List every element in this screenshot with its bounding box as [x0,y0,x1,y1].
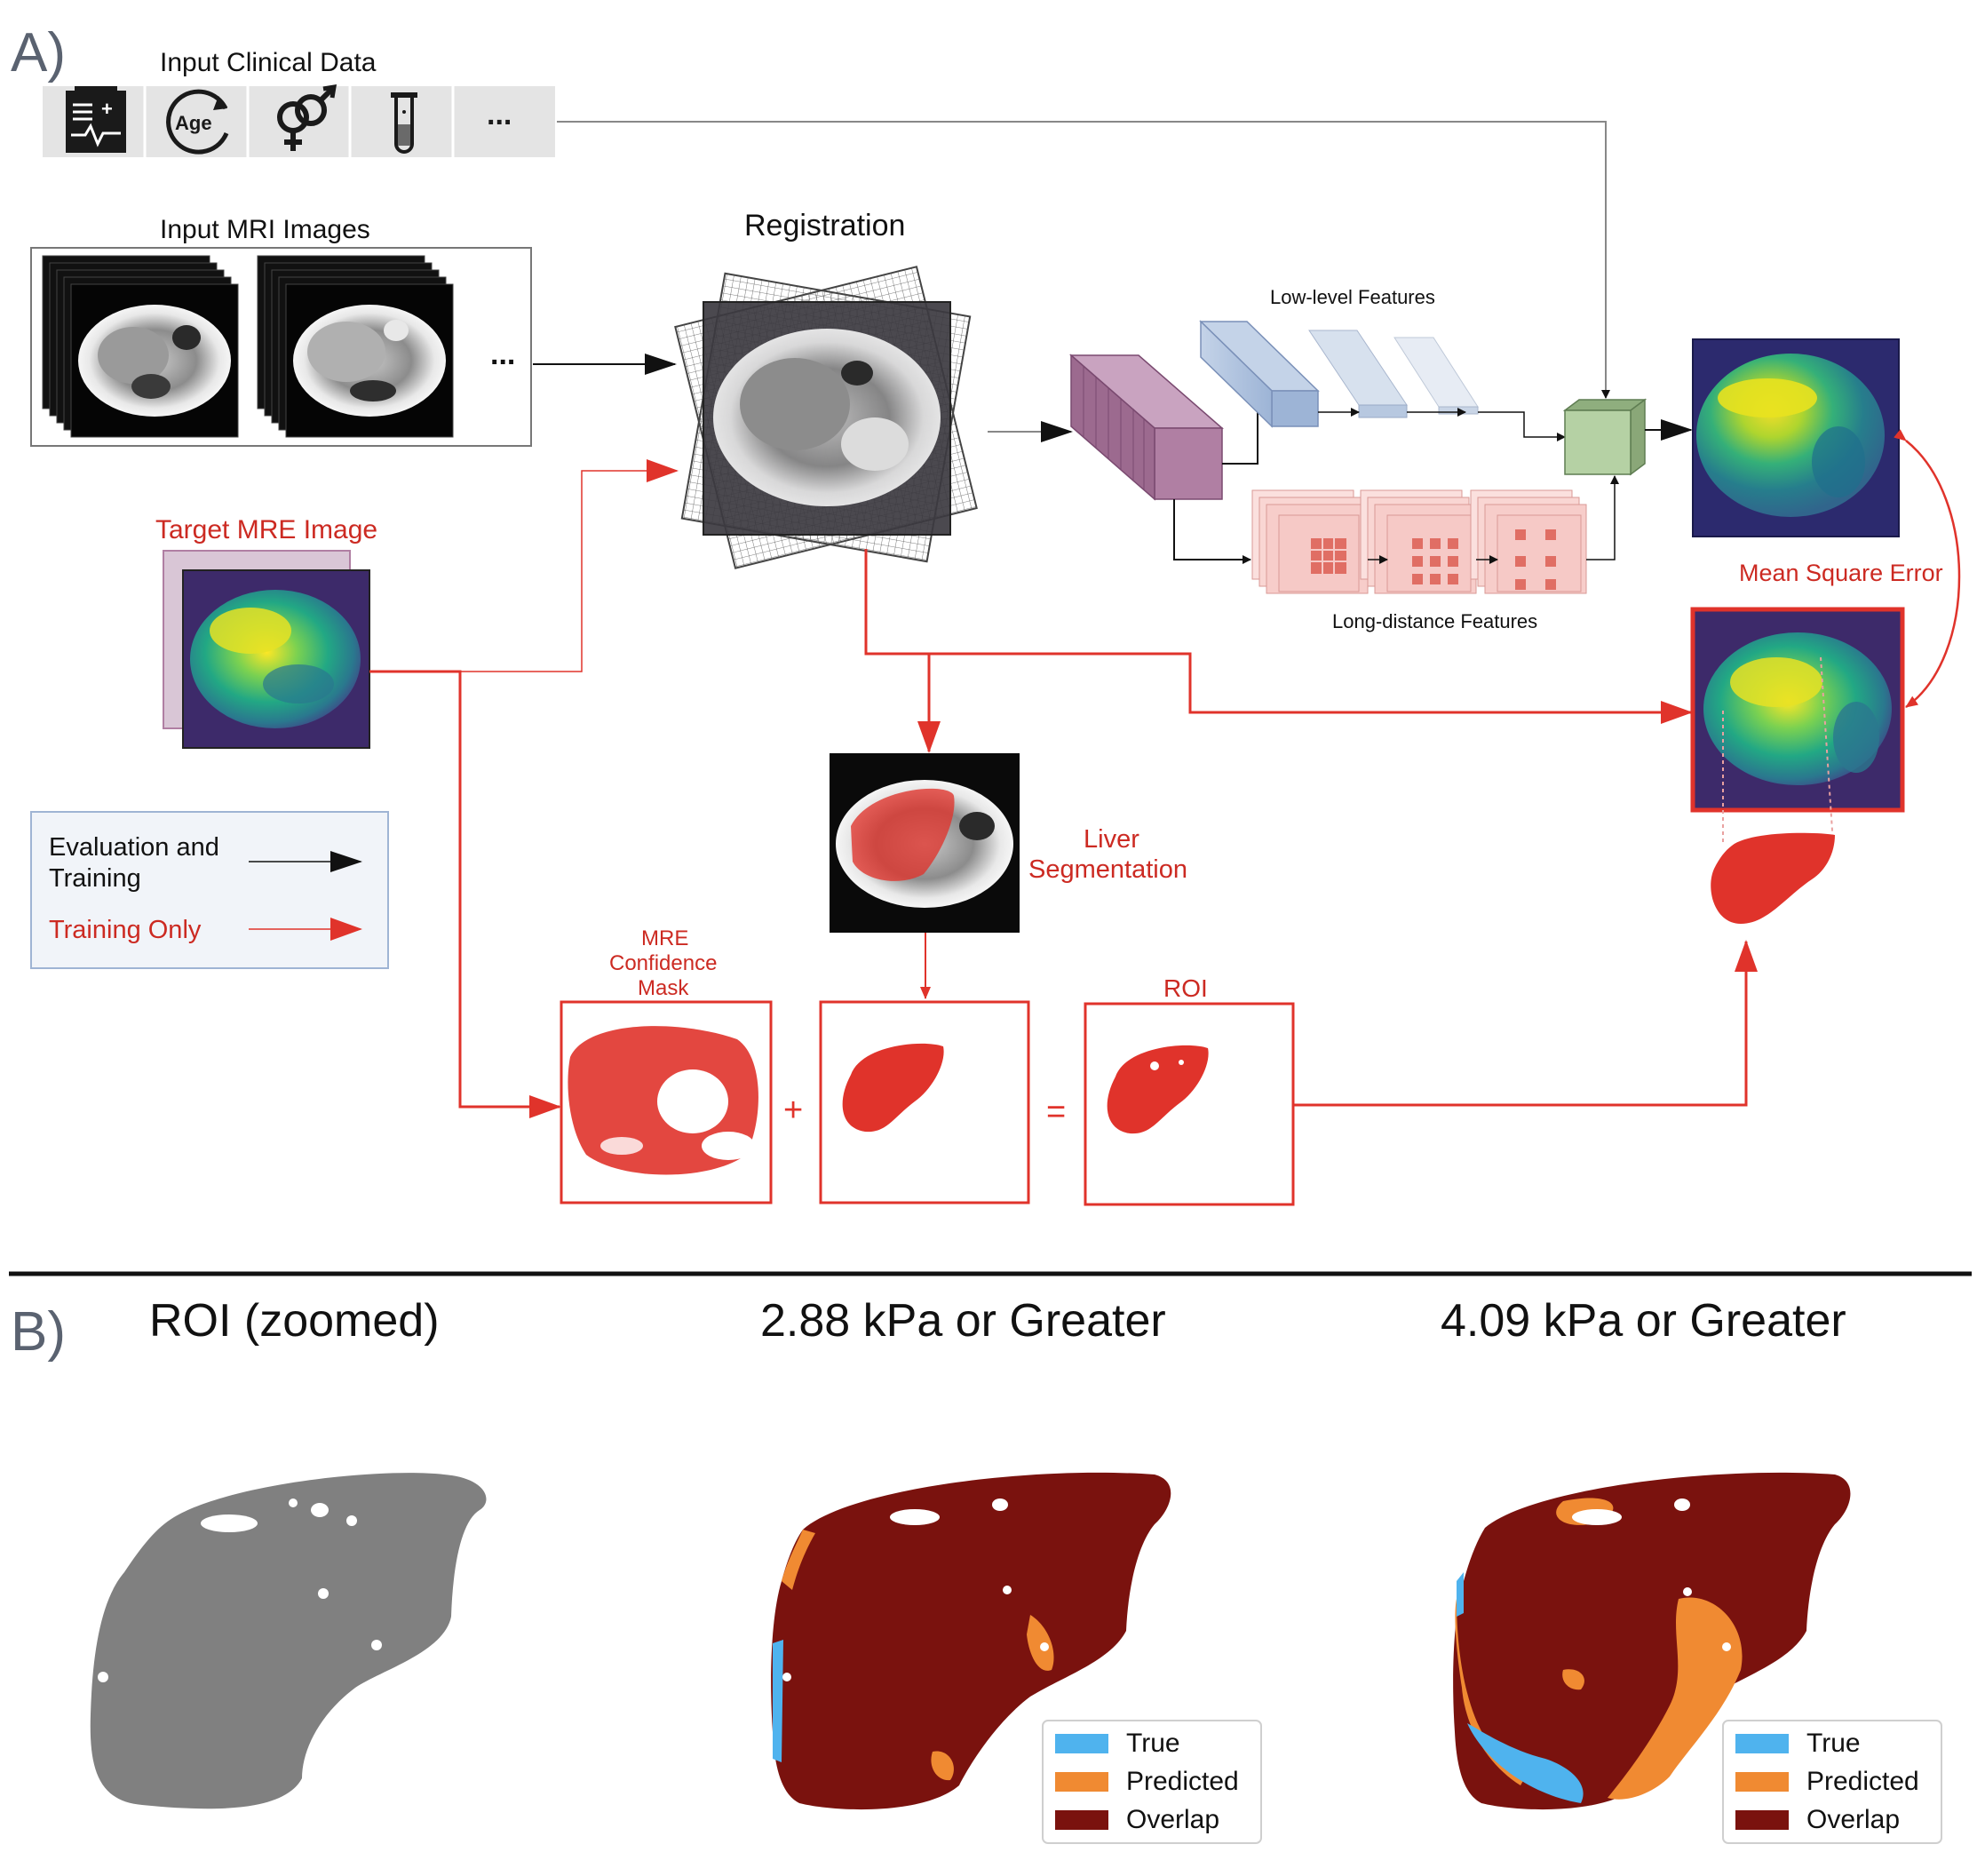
liver-mask-group [819,1000,1030,1204]
registration-group: Registration [674,209,978,569]
panel-b-title-3: 4.09 kPa or Greater [1441,1295,1846,1347]
target-mre-title: Target MRE Image [155,515,377,545]
long-block-3 [1470,489,1587,594]
medical-record-icon: + [66,86,126,153]
age-icon-text: Age [175,112,212,134]
map-4-09-kpa [1453,1472,1851,1810]
confidence-mask-label-2: Confidence [609,951,717,975]
clinical-data-group: Input Clinical Data + Age [43,48,555,157]
roi-zoomed-shape [90,1473,487,1809]
target-mre-group: Target MRE Image [155,515,377,749]
arrow-legend: Evaluation and Training Training Only [30,811,389,969]
legend-2-88-kpa: True Predicted Overlap [1042,1720,1262,1844]
plus-operator: + [783,1092,803,1129]
predicted-mre-image [1692,338,1900,537]
registration-to-groundtruth-line [866,652,1693,724]
long-block-1 [1251,489,1369,594]
long-distance-features-label: Long-distance Features [1332,610,1537,632]
low-level-features-group: Low-level Features [1199,286,1479,428]
registration-title: Registration [744,209,905,242]
mri-stack-1 [42,255,239,438]
encoder-to-low-arrow [1222,409,1273,465]
mri-more-ellipsis: ... [490,338,515,371]
map-2-88-kpa [771,1472,1171,1810]
target-to-confidence-line [369,670,561,1118]
roi-group: ROI [1084,974,1295,1206]
liver-segmentation-label-1: Liver [1084,825,1139,854]
long-distance-features-group: Long-distance Features [1251,489,1587,632]
long-block-2 [1360,489,1477,594]
encoder-to-long-arrow [1173,499,1251,564]
equals-operator: = [1046,1093,1066,1131]
roi-zoomed-map [90,1473,487,1809]
age-cycle-icon: Age [166,89,229,155]
mse-double-arrow [1894,429,1961,709]
encoder-block [1068,354,1225,501]
target-to-registration-line [369,459,679,672]
liver-segmentation-group: Liver Segmentation [830,753,1187,933]
low-level-features-label: Low-level Features [1270,286,1435,308]
legend-2-88-overlap: Overlap [1126,1805,1219,1834]
arrow-legend-box [30,811,389,969]
clinical-more-ellipsis: ... [487,98,512,131]
liver-mask-shape [842,1043,944,1133]
clinical-to-fusion-line [557,121,1610,399]
test-tube-icon [391,92,417,154]
mean-square-error-label: Mean Square Error [1739,560,1943,586]
fusion-cube [1562,398,1648,476]
legend-2-88-predicted: Predicted [1126,1767,1239,1796]
legend-4-09-overlap: Overlap [1806,1805,1900,1834]
roi-mask-shape [1107,1045,1209,1134]
roi-label: ROI [1163,974,1208,1002]
low-to-fusion-arrow [1478,411,1566,441]
confidence-mask-group: MRE Confidence Mask [560,926,773,1204]
legend-4-09-true: True [1806,1729,1861,1758]
mri-input-group: Input MRI Images ... [30,215,532,447]
legend-eval-line-1: Evaluation and [49,833,219,862]
masked-mre-image [1690,607,1905,924]
roi-to-output-arrow [1293,940,1758,1107]
panel-b-title-2: 2.88 kPa or Greater [760,1295,1166,1347]
legend-4-09-predicted: Predicted [1806,1767,1919,1796]
legend-training-only: Training Only [49,916,202,944]
mri-input-title: Input MRI Images [160,215,370,244]
confidence-mask-label-3: Mask [638,976,689,1000]
panel-b-title-1: ROI (zoomed) [149,1295,440,1347]
extracted-liver-mask [1711,832,1835,924]
legend-eval-line-2: Training [49,864,141,893]
legend-2-88-true: True [1126,1729,1180,1758]
gender-symbol-icon [277,83,337,151]
confidence-mask-label-1: MRE [641,926,688,950]
liver-segmentation-label-2: Segmentation [1028,855,1187,884]
clinical-data-strip [43,86,555,157]
registration-down-line [864,549,941,753]
svg-text:+: + [101,98,113,120]
long-to-fusion-arrow [1586,475,1619,560]
panel-b-label: B) [11,1301,66,1363]
legend-4-09-kpa: True Predicted Overlap [1722,1720,1942,1844]
mri-stack-2 [257,255,454,438]
panel-a-label: A) [11,22,66,83]
clinical-data-title: Input Clinical Data [160,48,377,77]
